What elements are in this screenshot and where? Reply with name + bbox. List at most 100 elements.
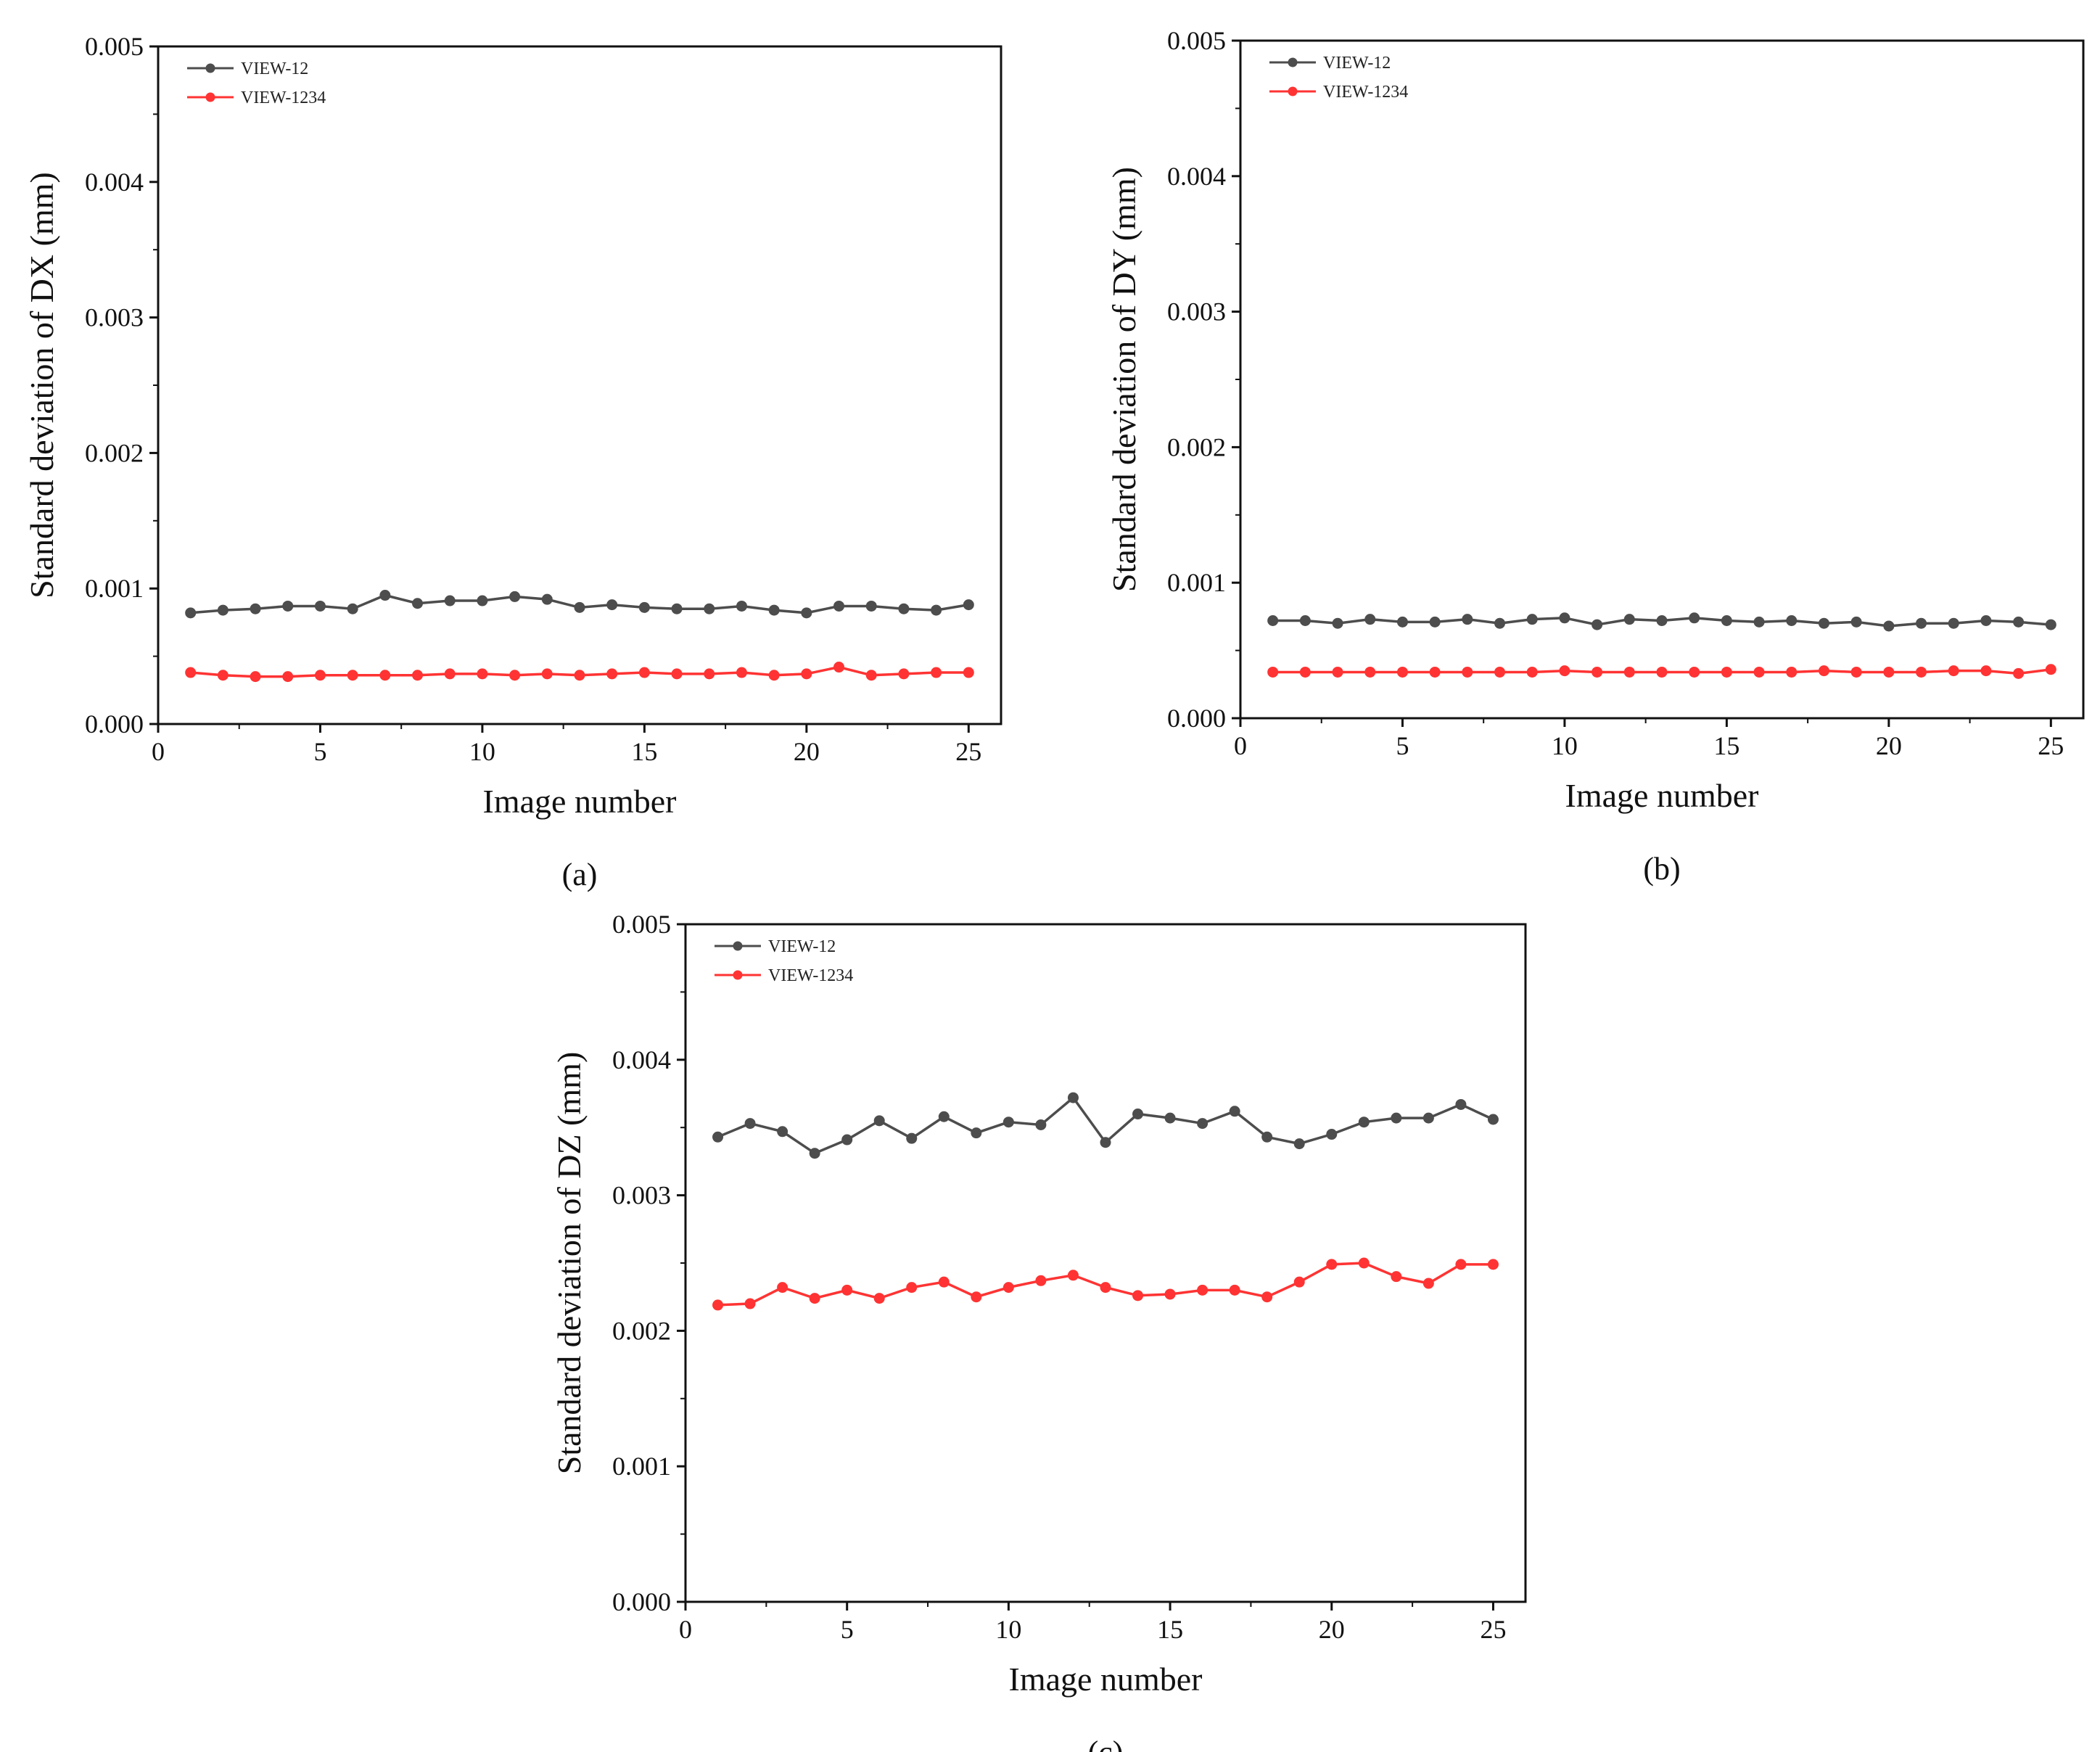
data-point-view-1234 (1396, 666, 1408, 678)
data-point-view-12 (638, 601, 650, 613)
data-point-view-12 (777, 1126, 788, 1138)
data-point-view-1234 (1332, 666, 1343, 678)
data-point-view-12 (1267, 615, 1279, 627)
data-point-view-12 (1364, 614, 1376, 625)
y-axis-title: Standard deviation of DZ (mm) (551, 1052, 588, 1475)
data-point-view-12 (1002, 1116, 1014, 1128)
data-point-view-12 (1132, 1109, 1144, 1120)
x-axis-title: Image number (483, 783, 677, 820)
legend-label-view-12: VIEW-12 (241, 59, 308, 78)
data-point-view-12 (744, 1118, 756, 1130)
data-point-view-1234 (1494, 666, 1506, 678)
data-point-view-12 (1358, 1116, 1370, 1128)
data-point-view-1234 (1559, 665, 1570, 677)
data-point-view-1234 (282, 671, 294, 683)
data-point-view-12 (444, 595, 456, 606)
data-point-view-12 (1623, 614, 1635, 625)
data-point-view-1234 (509, 670, 521, 681)
data-point-view-12 (1164, 1112, 1176, 1124)
x-tick-label: 25 (2038, 731, 2064, 760)
data-point-view-12 (704, 603, 715, 614)
data-point-view-12 (1197, 1118, 1208, 1130)
data-point-view-12 (906, 1132, 918, 1144)
data-point-view-1234 (444, 668, 456, 680)
data-point-view-1234 (1948, 665, 1959, 677)
data-point-view-12 (1980, 615, 1992, 627)
data-point-view-12 (971, 1127, 982, 1139)
data-point-view-12 (1293, 1138, 1305, 1150)
data-point-view-1234 (1883, 666, 1895, 678)
legend-marker-view-12 (205, 63, 215, 73)
data-point-view-1234 (638, 667, 650, 678)
data-point-view-12 (963, 599, 974, 611)
panel-label: (a) (562, 857, 598, 892)
data-point-view-1234 (1526, 666, 1538, 678)
data-point-view-12 (1656, 615, 1668, 627)
data-point-view-1234 (1455, 1259, 1467, 1270)
data-point-view-1234 (1299, 666, 1311, 678)
data-point-view-12 (250, 603, 261, 614)
data-point-view-1234 (1980, 665, 1992, 677)
data-point-view-1234 (841, 1284, 853, 1296)
chart-panel-a: 0 5 10 15 20 25 0.000 0.001 0.002 0.003 0.004 0.005… (23, 32, 1002, 892)
data-point-view-12 (1326, 1129, 1338, 1140)
data-point-view-12 (1100, 1137, 1111, 1148)
data-point-view-12 (2013, 616, 2025, 628)
x-tick-label: 10 (995, 1615, 1021, 1644)
data-point-view-12 (1689, 612, 1700, 624)
y-tick-label: 0.005 (1167, 26, 1226, 55)
data-point-view-12 (809, 1148, 820, 1159)
data-point-view-12 (1067, 1092, 1079, 1103)
x-tick-label: 20 (1319, 1615, 1345, 1644)
y-tick-label: 0.002 (85, 438, 144, 467)
y-tick-label: 0.005 (612, 910, 671, 939)
x-tick-label: 0 (152, 737, 165, 766)
data-point-view-12 (768, 604, 780, 616)
data-point-view-1234 (1132, 1290, 1144, 1301)
data-point-view-12 (379, 590, 391, 601)
y-axis-title: Standard deviation of DY (mm) (1105, 167, 1142, 592)
y-tick-label: 0.005 (85, 32, 144, 61)
data-point-view-12 (1299, 615, 1311, 627)
data-point-view-1234 (1916, 666, 1927, 678)
data-point-view-1234 (1850, 666, 1862, 678)
data-point-view-12 (671, 603, 683, 614)
data-point-view-1234 (777, 1282, 788, 1294)
y-tick-label: 0.004 (85, 168, 144, 197)
data-point-view-1234 (379, 670, 391, 681)
data-point-view-1234 (1429, 666, 1441, 678)
data-point-view-12 (1721, 615, 1732, 627)
data-point-view-1234 (833, 662, 845, 673)
data-point-view-12 (1559, 612, 1570, 624)
data-point-view-12 (1883, 620, 1895, 632)
legend-label-view-12: VIEW-12 (1323, 54, 1391, 73)
data-point-view-1234 (1326, 1259, 1338, 1270)
y-tick-label: 0.002 (612, 1316, 671, 1345)
legend-label-view-1234: VIEW-1234 (768, 966, 853, 985)
x-tick-label: 0 (1234, 731, 1247, 760)
data-point-view-1234 (671, 668, 683, 680)
x-tick-label: 5 (1396, 731, 1409, 760)
data-point-view-12 (1494, 617, 1506, 629)
data-point-view-12 (931, 604, 942, 616)
legend-marker-view-12 (733, 941, 743, 951)
data-point-view-12 (1429, 616, 1441, 628)
data-point-view-1234 (768, 670, 780, 681)
data-point-view-1234 (1487, 1259, 1499, 1270)
chart-panel-b: 0 5 10 15 20 25 0.000 0.001 0.002 0.003 0.004 0.005… (1105, 26, 2085, 887)
y-axis-title: Standard deviation of DX (mm) (23, 172, 60, 599)
data-point-view-12 (314, 600, 326, 612)
data-point-view-12 (412, 598, 424, 609)
data-point-view-12 (841, 1134, 853, 1146)
data-point-view-12 (801, 607, 812, 619)
data-point-view-12 (541, 593, 553, 605)
data-point-view-12 (1455, 1098, 1467, 1110)
data-point-view-1234 (801, 668, 812, 680)
x-axis-title: Image number (1565, 777, 1759, 814)
data-point-view-1234 (963, 667, 974, 678)
data-point-view-1234 (347, 670, 358, 681)
data-point-view-12 (1229, 1106, 1240, 1117)
x-axis-title: Image number (1009, 1661, 1203, 1698)
data-point-view-1234 (217, 670, 228, 681)
data-point-view-1234 (412, 670, 424, 681)
